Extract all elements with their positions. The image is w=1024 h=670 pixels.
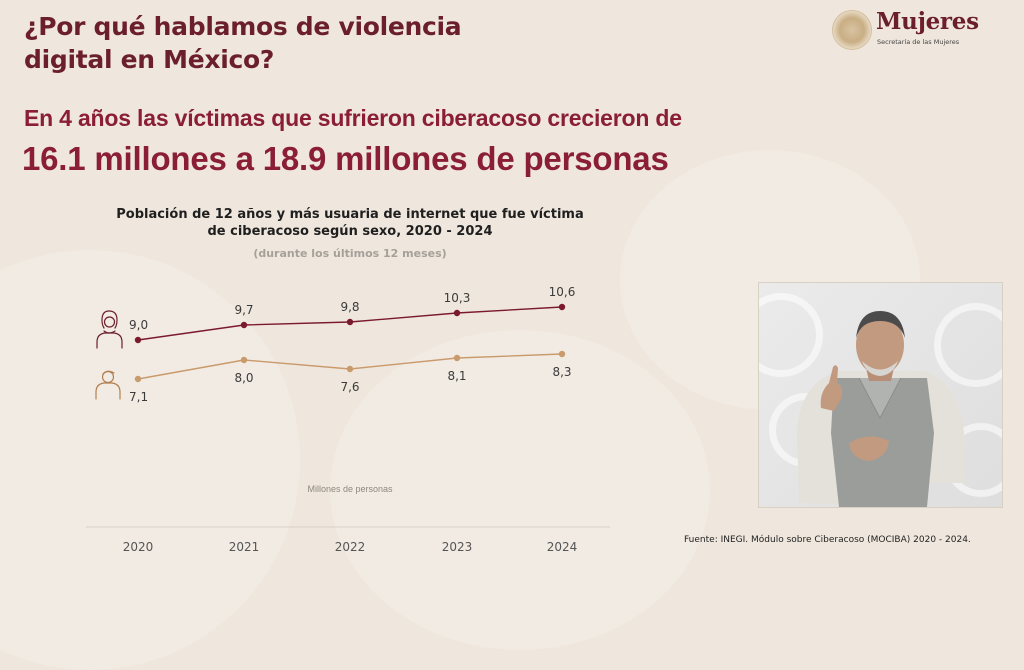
title-line-2: digital en México? (24, 45, 275, 74)
data-label: 10,3 (444, 291, 471, 305)
man-icon (95, 370, 121, 400)
data-label: 9,0 (129, 318, 148, 332)
data-label: 8,1 (447, 369, 466, 383)
page-title: ¿Por qué hablamos de violencia digital e… (24, 10, 462, 76)
chart-subtitle: (durante los últimos 12 meses) (253, 247, 447, 260)
data-point[interactable] (453, 309, 461, 317)
data-point[interactable] (240, 321, 248, 329)
source-note: Fuente: INEGI. Módulo sobre Ciberacoso (… (684, 535, 971, 545)
interpreter-figure (797, 311, 965, 507)
data-point[interactable] (134, 336, 142, 344)
data-point[interactable] (558, 350, 566, 358)
data-label: 7,6 (340, 380, 359, 394)
woman-icon (96, 310, 123, 349)
data-point[interactable] (240, 356, 248, 364)
data-label: 8,3 (552, 365, 571, 379)
data-label: 7,1 (129, 390, 148, 404)
line-chart: 9,0 9,7 9,8 10,3 10,6 7,1 8,0 7,6 8,1 8,… (86, 285, 610, 554)
chart-title-line-1: Población de 12 años y más usuaria de in… (116, 207, 584, 222)
data-label: 9,7 (234, 303, 253, 317)
logo-tagline: Secretaría de las Mujeres (877, 38, 960, 46)
chart-title: Población de 12 años y más usuaria de in… (80, 206, 620, 240)
data-point[interactable] (558, 303, 566, 311)
x-tick-label: 2022 (335, 540, 366, 554)
national-seal-icon (832, 10, 872, 50)
title-line-1: ¿Por qué hablamos de violencia (24, 12, 462, 41)
men-series-points (134, 350, 566, 383)
background-pattern (759, 293, 823, 377)
data-label: 9,8 (340, 300, 359, 314)
x-tick-label: 2023 (442, 540, 473, 554)
background-pattern (934, 303, 1002, 387)
data-point[interactable] (134, 375, 142, 383)
data-point[interactable] (453, 354, 461, 362)
data-label: 8,0 (234, 371, 253, 385)
mujeres-logo: Mujeres Secretaría de las Mujeres (832, 8, 992, 50)
men-data-labels: 7,1 8,0 7,6 8,1 8,3 (129, 365, 572, 404)
x-axis-labels: 2020 2021 2022 2023 2024 (123, 540, 578, 554)
sign-language-video[interactable] (758, 282, 1003, 508)
data-label: 10,6 (549, 285, 576, 299)
women-data-labels: 9,0 9,7 9,8 10,3 10,6 (129, 285, 575, 332)
data-point[interactable] (346, 365, 354, 373)
x-tick-label: 2020 (123, 540, 154, 554)
headline-line-1: En 4 años las víctimas que sufrieron cib… (24, 105, 682, 131)
headline-line-2: 16.1 millones a 18.9 millones de persona… (22, 140, 669, 177)
x-tick-label: 2021 (229, 540, 260, 554)
logo-brand: Mujeres (876, 8, 979, 35)
chart-title-line-2: de ciberacoso según sexo, 2020 - 2024 (207, 224, 493, 239)
units-label: Millones de personas (307, 484, 393, 494)
women-series-points (134, 303, 566, 344)
data-point[interactable] (346, 318, 354, 326)
x-tick-label: 2024 (547, 540, 578, 554)
